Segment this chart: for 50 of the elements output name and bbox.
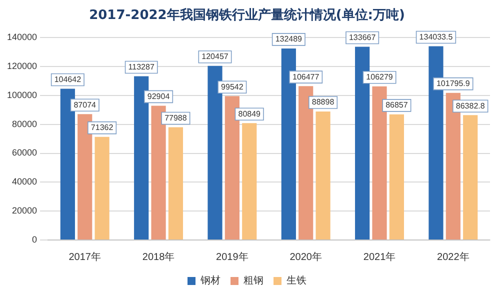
data-label: 88898 [312,98,335,107]
data-label: 133667 [348,32,376,42]
data-label: 77988 [164,113,188,122]
bar [224,96,240,240]
data-label: 87074 [74,100,97,110]
bar [389,114,404,240]
bar [78,114,92,240]
bar [316,111,330,240]
x-tick-label: 2017年 [68,250,101,263]
data-label: 134033.5 [419,32,454,42]
y-tick-label: 100000 [6,90,38,100]
bar [463,115,478,240]
legend-label: 粗钢 [244,276,264,287]
data-label: 104642 [54,74,82,84]
y-tick-label: 40000 [12,176,38,187]
bar [242,123,257,240]
data-label: 120457 [202,52,229,62]
bar [151,106,166,240]
bar [134,76,149,240]
x-tick-label: 2019年 [216,250,248,263]
legend-label: 生铁 [286,274,306,287]
y-tick-label: 0 [32,234,38,244]
x-tick-label: 2018年 [142,250,175,263]
x-tick-label: 2022年 [437,250,470,263]
x-tick-label: 2020年 [290,250,322,263]
data-label: 71362 [90,123,114,132]
y-tick-label: 20000 [12,206,38,216]
bar [94,136,110,240]
data-label: 132489 [275,34,303,44]
x-tick-label: 2021年 [363,250,396,263]
y-tick-label: 80000 [12,118,38,129]
y-tick-label: 120000 [6,61,38,71]
data-label: 86382.8 [456,101,486,110]
data-label: 113287 [128,62,155,72]
data-label: 106477 [292,72,320,82]
bar [372,86,387,240]
data-label: 92904 [147,92,170,101]
bar [60,88,75,240]
bar [168,127,184,240]
bar [208,66,222,240]
legend-label: 钢材 [200,274,220,287]
data-label: 101795.9 [436,79,470,88]
bar [298,86,314,240]
data-label: 106279 [366,72,394,82]
data-label: 86857 [386,100,408,110]
chart-title: 2017-2022年我国钢铁行业产量统计情况(单位:万吨) [89,7,405,24]
data-label: 80849 [238,109,262,118]
data-label: 99542 [221,82,244,92]
y-tick-label: 140000 [6,32,38,42]
y-tick-label: 60000 [12,148,38,158]
